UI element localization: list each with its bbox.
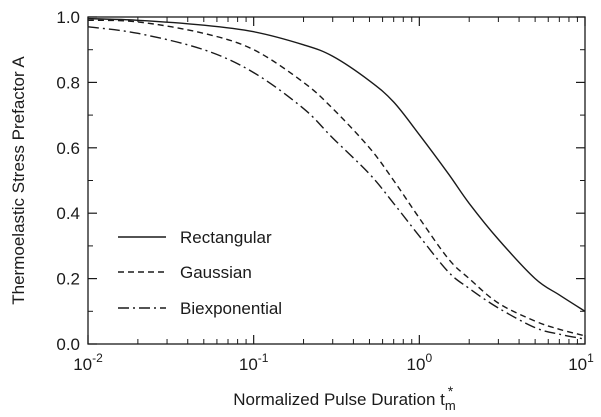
series-line-biexponential [87,26,586,340]
legend-label-biexponential: Biexponential [180,299,282,318]
x-tick-base: 10 [239,355,258,374]
legend-label-gaussian: Gaussian [180,263,252,282]
legend: Rectangular Gaussian Biexponential [118,228,282,318]
x-tick-base: 10 [73,355,92,374]
x-tick-exponent: 0 [425,351,432,365]
series-lines [87,17,586,340]
x-tick-base: 10 [568,355,587,374]
plot-frame [87,16,586,345]
series-line-gaussian [87,19,586,337]
y-tick-label: 0.2 [56,270,80,289]
legend-label-rectangular: Rectangular [180,228,272,247]
x-axis-title-sup: * [448,383,454,399]
y-axis-title: Thermoelastic Stress Prefactor A [9,56,28,305]
tick-marks [87,16,586,345]
x-axis-title-sub: m [445,398,456,413]
y-tick-label: 0.0 [56,335,80,354]
y-tick-label: 1.0 [56,8,80,27]
x-axis-title-main: Normalized Pulse Duration t [233,390,445,409]
x-tick-label: 10-1 [239,351,269,374]
y-tick-label: 0.4 [56,204,80,223]
x-tick-exponent: -2 [92,351,103,365]
x-tick-label: 10-2 [73,351,103,374]
x-tick-exponent: -1 [258,351,269,365]
series-line-rectangular [87,17,586,312]
x-axis-title: Normalized Pulse Duration tm* [233,383,456,413]
y-tick-label: 0.8 [56,73,80,92]
y-tick-label: 0.6 [56,139,80,158]
x-tick-exponent: 1 [587,351,594,365]
x-tick-label: 100 [407,351,433,374]
x-tick-base: 10 [407,355,426,374]
x-tick-label: 101 [568,351,594,374]
